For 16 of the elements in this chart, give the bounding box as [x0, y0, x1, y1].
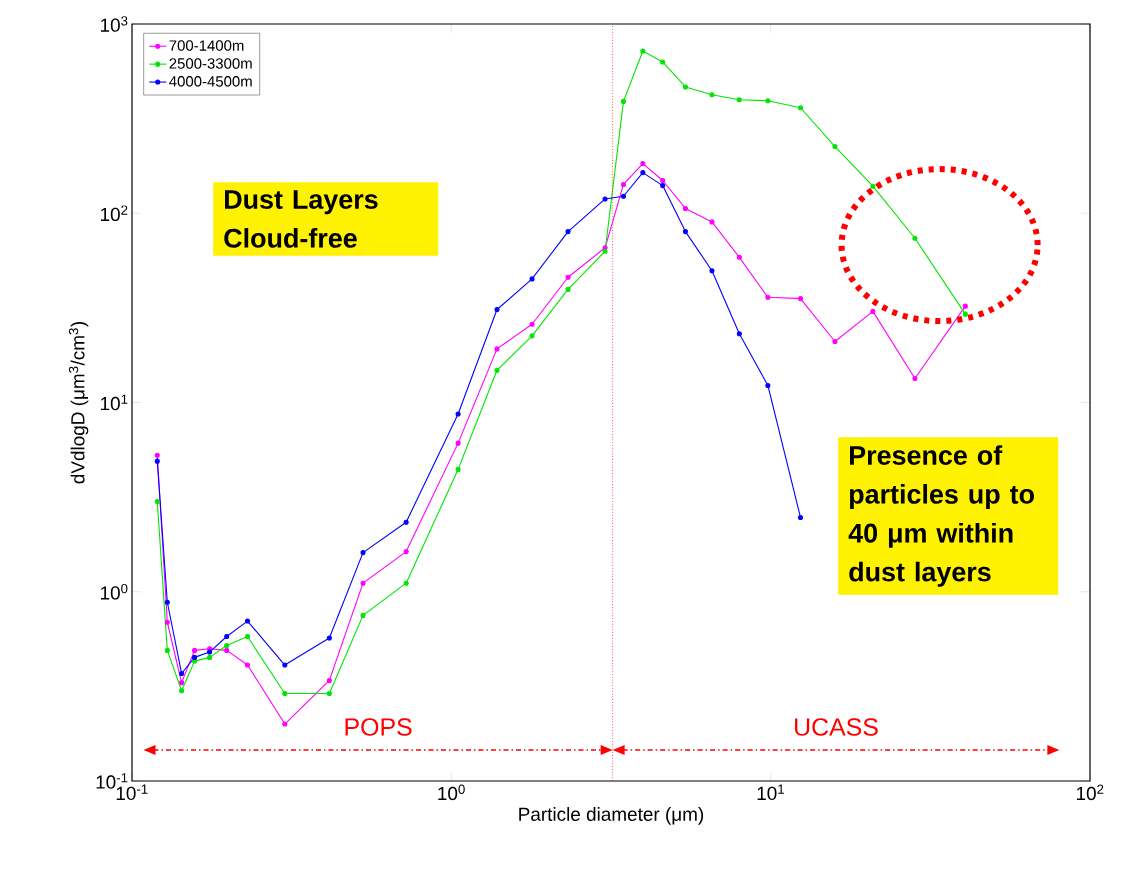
y-tick-label: 10$^{0}$ — [100, 583, 128, 600]
y-tick-label: 10$^{3}$ — [100, 16, 128, 32]
x-tick-label: 10$^{1}$ — [757, 784, 784, 801]
y-axis-title: dVdlogD (μm$^{3}$/cm$^{3}$) — [68, 321, 89, 484]
annotation: Presence of particles up to 40 μm within dust layers — [848, 445, 1034, 587]
y-tick-label: 10$^{1}$ — [100, 394, 128, 411]
legend-label: 700-1400m — [169, 40, 244, 51]
legend-label: 2500-3300m — [169, 58, 252, 69]
annotation: Dust Layers Cloud-free — [224, 190, 378, 248]
y-tick-label: 10$^{2}$ — [100, 205, 128, 222]
annotation: UCASS — [795, 718, 878, 736]
x-tick-label: 10$^{0}$ — [438, 784, 465, 801]
x-axis-title: Particle diameter (μm) — [519, 807, 704, 825]
annotation: POPS — [345, 718, 412, 736]
legend-label: 4000-4500m — [169, 76, 252, 87]
x-tick-label: 10$^{2}$ — [1076, 784, 1104, 801]
